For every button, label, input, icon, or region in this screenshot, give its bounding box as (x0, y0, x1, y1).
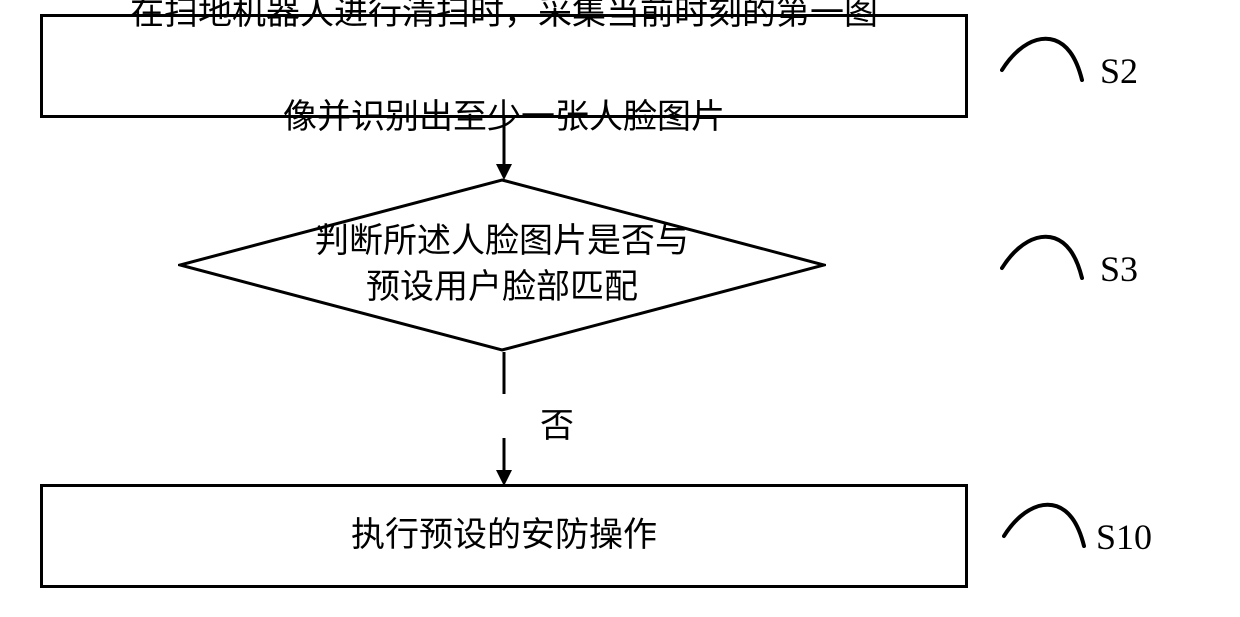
node-s10-line1: 执行预设的安防操作 (341, 507, 667, 565)
edge-label-no: 否 (540, 398, 574, 447)
node-s3-line1: 判断所述人脸图片是否与 (315, 223, 689, 260)
node-s2: 在扫地机器人进行清扫时，采集当前时刻的第一图 像并识别出至少一张人脸图片 (40, 14, 968, 118)
node-s3-line2: 预设用户脸部匹配 (366, 269, 638, 306)
flowchart-canvas: 在扫地机器人进行清扫时，采集当前时刻的第一图 像并识别出至少一张人脸图片 S2 … (0, 0, 1240, 617)
curl-icon (1000, 226, 1084, 280)
step-label-s10: S10 (1096, 516, 1152, 558)
curl-icon (1000, 28, 1084, 82)
step-label-s3: S3 (1100, 248, 1138, 290)
step-label-s2: S2 (1100, 50, 1138, 92)
curl-icon (1002, 494, 1086, 548)
node-s10: 执行预设的安防操作 (40, 484, 968, 588)
node-s2-line2: 像并识别出至少一张人脸图片 (120, 89, 888, 147)
node-s2-line1: 在扫地机器人进行清扫时，采集当前时刻的第一图 (120, 0, 888, 43)
node-s3: 判断所述人脸图片是否与 预设用户脸部匹配 (178, 178, 826, 352)
